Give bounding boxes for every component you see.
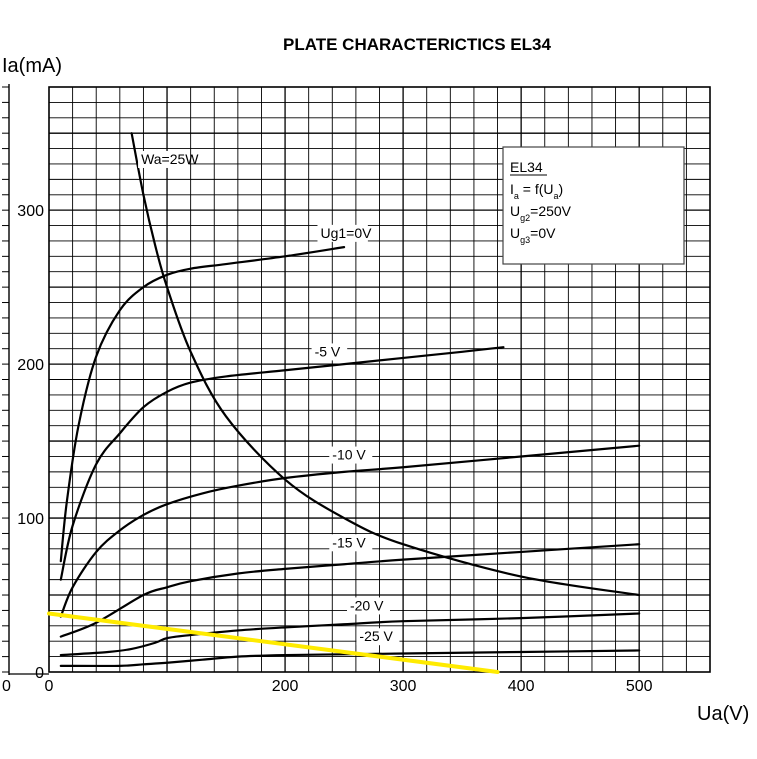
x-axis-ticks: 0 200 300 400 500 (45, 678, 653, 695)
series-line-3 (59, 543, 641, 638)
chart-title: PLATE CHARACTERICTICS EL34 (283, 35, 551, 54)
legend-line: Ug3=0V (510, 225, 556, 245)
y-axis-title: Ia(mA) (2, 55, 62, 77)
y-tick-label: 300 (17, 203, 44, 220)
y-tick-label: 200 (17, 357, 44, 374)
load-line (47, 611, 500, 674)
series-label-bg (329, 534, 373, 552)
series-group: Ug1=0V -5 V -10 V -15 V -20 V -25 V Wa=25W (47, 132, 641, 674)
x-tick-label: 0 (45, 678, 54, 695)
series-label-bg (356, 628, 400, 646)
origin-x-label: 0 (2, 678, 11, 695)
series-line-5 (59, 649, 641, 668)
x-tick-label: 300 (390, 678, 417, 695)
series-label-bg (311, 343, 348, 361)
series-label-bg (346, 597, 390, 615)
series-line-4 (59, 612, 641, 657)
series-label: -5 V (315, 343, 341, 359)
y-tick-label: 100 (17, 511, 44, 528)
y-tick-label: 0 (35, 665, 44, 682)
series-label: Wa=25W (141, 151, 199, 167)
x-axis-title: Ua(V) (697, 703, 749, 725)
series-label: Ug1=0V (320, 225, 372, 241)
legend-line: Ia = f(Ua) (510, 181, 563, 201)
series-label: -20 V (350, 597, 384, 613)
series-label-bg (329, 446, 373, 464)
x-tick-label: 400 (508, 678, 535, 695)
series-label-bg (138, 150, 189, 168)
series-label: -25 V (359, 628, 393, 644)
series-line-6 (130, 132, 641, 597)
legend-frame (502, 146, 685, 265)
series-line-1 (59, 346, 505, 581)
series-line-0 (59, 246, 346, 563)
x-tick-label: 500 (626, 678, 653, 695)
legend-line: EL34 (510, 159, 543, 175)
x-tick-label: 200 (272, 678, 299, 695)
legend-line: Ug2=250V (510, 203, 572, 223)
series-label: -15 V (332, 534, 366, 550)
series-line-2 (59, 444, 641, 618)
series-label: -10 V (332, 447, 366, 463)
y-axis-ticks: 0 100 200 300 (17, 203, 44, 682)
series-label-bg (317, 224, 368, 242)
